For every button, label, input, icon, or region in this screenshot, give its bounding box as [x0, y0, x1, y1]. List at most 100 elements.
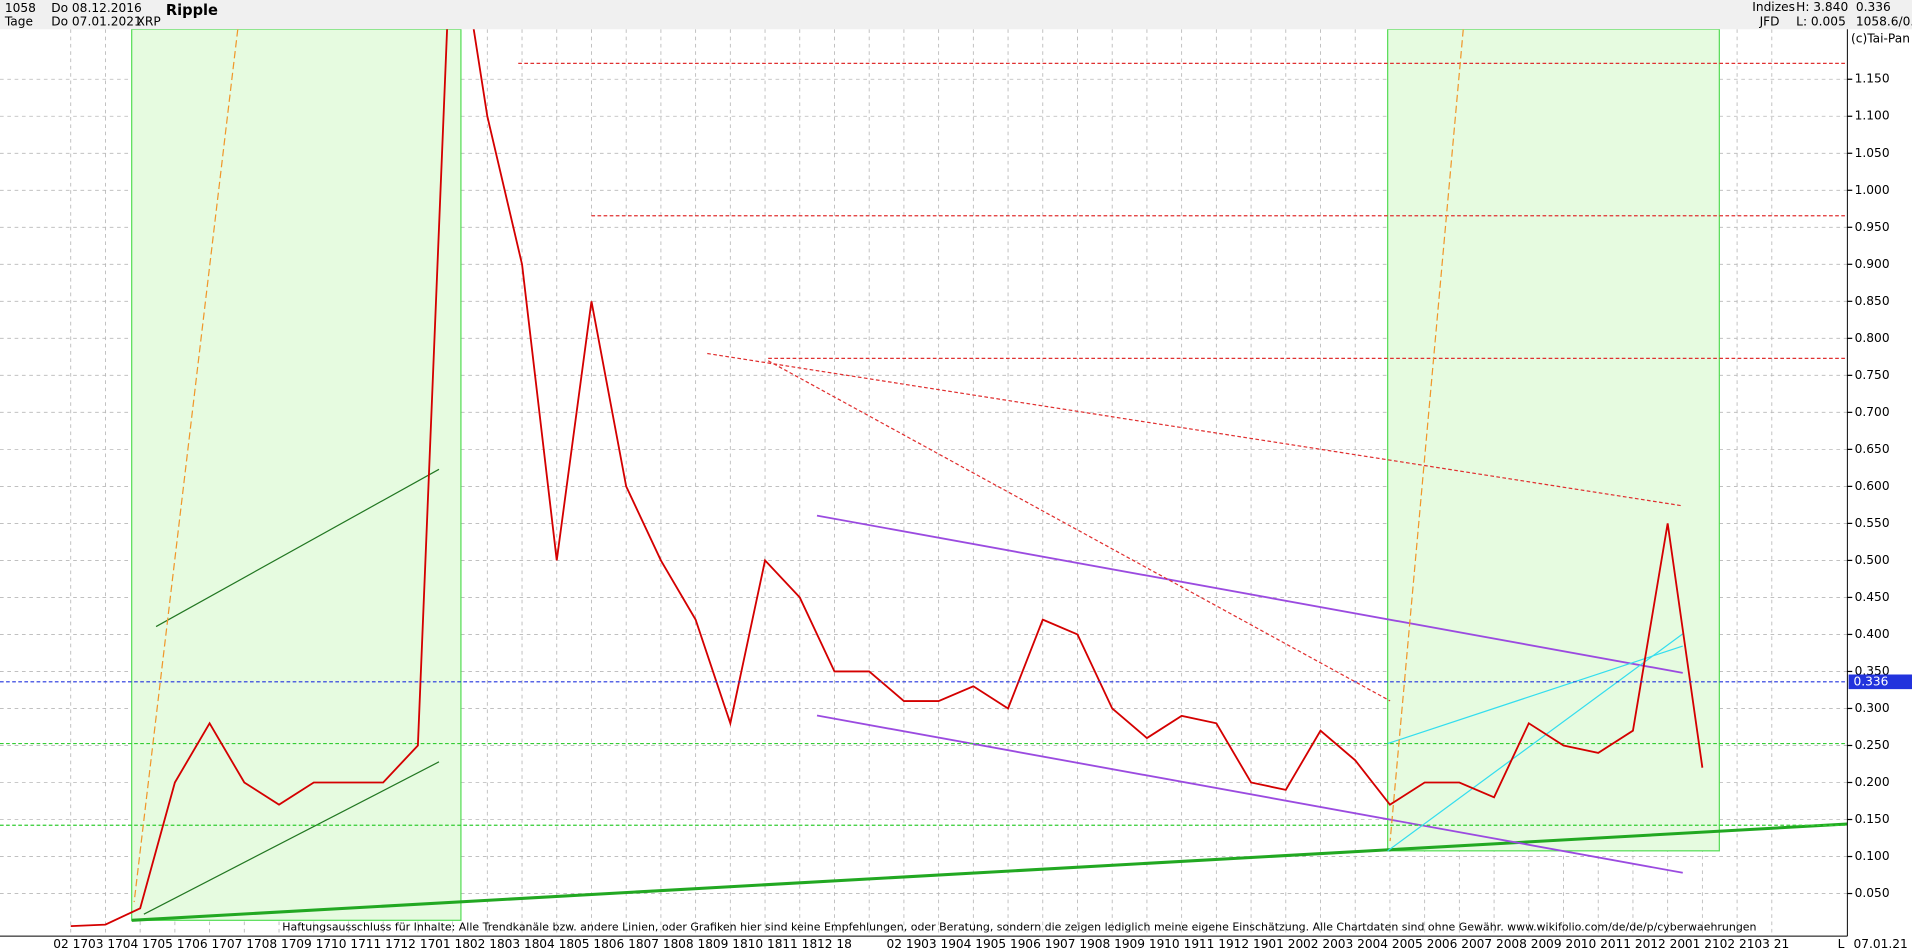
annotations [0, 24, 1848, 937]
x-tick-label: 06 20 [1442, 937, 1477, 951]
trend-line [816, 714, 1683, 874]
date-from[interactable]: Do 08.12.2016 [51, 1, 142, 15]
trend-line [1387, 633, 1684, 852]
x-tick-label: 12 17 [400, 937, 435, 951]
trend-line [131, 822, 1848, 922]
x-tick-label: 07 18 [643, 937, 678, 951]
y-tick-label: 1.000 [1855, 183, 1890, 197]
y-tick-label: 0.700 [1855, 405, 1890, 419]
x-tick-label: 01 20 [1268, 937, 1303, 951]
y-tick-label: 0.450 [1855, 590, 1890, 604]
x-tick-label: 08 20 [1511, 937, 1546, 951]
last: 0.336 [1856, 0, 1891, 14]
marker: L [1838, 937, 1845, 951]
y-tick-label: 0.650 [1855, 442, 1890, 456]
y-tick-label: 0.350 [1855, 664, 1890, 678]
y-tick-label: 0.250 [1855, 738, 1890, 752]
x-tick-label: 07 20 [1477, 937, 1512, 951]
x-tick-label: 10 17 [331, 937, 366, 951]
x-tick-label: 06 19 [1025, 937, 1060, 951]
x-tick-label: 12 18 [817, 937, 852, 951]
x-tick-label: 11 17 [366, 937, 401, 951]
x-tick-label: 02 17 [53, 937, 88, 951]
trend-line [155, 468, 440, 628]
y-tick-label: 0.800 [1855, 331, 1890, 345]
x-tick-label: 10 19 [1164, 937, 1199, 951]
y-tick-label: 0.750 [1855, 368, 1890, 382]
chart-title: Ripple [166, 2, 218, 19]
x-tick-label: 09 18 [713, 937, 748, 951]
y-tick-label: 0.550 [1855, 516, 1890, 530]
x-tick-label: 02 19 [886, 937, 921, 951]
x-tick-label: 03 20 [1338, 937, 1373, 951]
x-tick-label: 04 19 [956, 937, 991, 951]
x-tick-label: 09 20 [1546, 937, 1581, 951]
header-bar [0, 0, 1912, 30]
x-tick-label: 03 18 [505, 937, 540, 951]
x-tick-label: 03 17 [88, 937, 123, 951]
x-tick-label: 08 19 [1095, 937, 1130, 951]
level-line [767, 360, 1391, 702]
x-tick-label: 11 19 [1199, 937, 1234, 951]
disclaimer: Haftungsausschluss für Inhalte: Alle Tre… [282, 921, 1756, 934]
period[interactable]: Tage [4, 14, 33, 28]
x-tick-label: 05 20 [1407, 937, 1442, 951]
trend-line [133, 29, 239, 903]
zone [1387, 28, 1720, 852]
x-tick-label: 03 21 [1754, 937, 1789, 951]
count[interactable]: 1058 [5, 1, 36, 15]
y-tick-label: 0.500 [1855, 553, 1890, 567]
x-tick-label: 08 17 [262, 937, 297, 951]
date-to[interactable]: Do 07.01.2021 [51, 14, 142, 28]
x-tick-label: 04 17 [123, 937, 158, 951]
x-tick-label: 02 18 [470, 937, 505, 951]
info: 1058.6/0.3 [1856, 14, 1912, 28]
y-tick-label: 0.300 [1855, 701, 1890, 715]
x-tick-label: 02 21 [1720, 937, 1755, 951]
x-tick-label: 07 17 [227, 937, 262, 951]
y-tick-label: 1.050 [1855, 146, 1890, 160]
trend-line [1387, 645, 1683, 745]
y-tick-label: 0.100 [1855, 849, 1890, 863]
x-tick-label: 12 20 [1650, 937, 1685, 951]
price-line [70, 29, 1704, 928]
x-tick-label: 01 18 [435, 937, 470, 951]
x-tick-label: 04 20 [1372, 937, 1407, 951]
low: L: 0.005 [1796, 14, 1846, 28]
x-tick-label: 11 18 [782, 937, 817, 951]
x-tick-label: 09 19 [1129, 937, 1164, 951]
x-tick-label: 06 17 [192, 937, 227, 951]
trend-line [816, 514, 1683, 674]
x-tick-label: 07 19 [1060, 937, 1095, 951]
zone [131, 28, 462, 921]
x-tick-label: 10 18 [748, 937, 783, 951]
x-tick-label: 03 19 [921, 937, 956, 951]
x-tick-label: 08 18 [678, 937, 713, 951]
y-tick-label: 0.950 [1855, 220, 1890, 234]
x-tick-label: 04 18 [539, 937, 574, 951]
y-tick-label: 0.900 [1855, 257, 1890, 271]
x-tick-label: 06 18 [609, 937, 644, 951]
high: H: 3.840 [1796, 0, 1848, 14]
x-tick-label: 05 19 [991, 937, 1026, 951]
y-tick-label: 1.100 [1855, 109, 1890, 123]
group: Indizes [1752, 0, 1795, 14]
trend-line [143, 761, 440, 915]
y-tick-label: 0.150 [1855, 812, 1890, 826]
y-tick-label: 0.850 [1855, 294, 1890, 308]
y-tick-label: 0.200 [1855, 775, 1890, 789]
x-tick-label: 12 19 [1234, 937, 1269, 951]
last-price-label: 0.336 [1853, 674, 1888, 688]
x-tick-label: 02 20 [1303, 937, 1338, 951]
trend-line [1389, 29, 1464, 842]
last-price-box [1848, 674, 1912, 690]
x-tick-label: 09 17 [296, 937, 331, 951]
copyright: (c)Tai-Pan [1851, 32, 1910, 46]
x-tick-label: 01 21 [1685, 937, 1720, 951]
broker: JFD [1759, 14, 1780, 28]
y-tick-label: 0.050 [1855, 886, 1890, 900]
x-tick-label: 05 17 [157, 937, 192, 951]
end-date: 07.01.21 [1853, 937, 1907, 951]
symbol: XRP [137, 14, 161, 28]
